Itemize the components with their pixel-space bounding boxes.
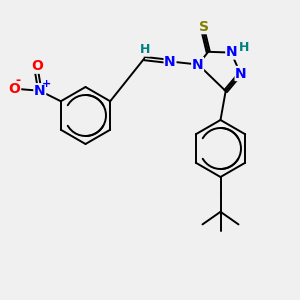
Text: N: N	[34, 84, 46, 98]
Text: +: +	[42, 79, 51, 89]
Text: S: S	[199, 20, 209, 34]
Text: N: N	[226, 45, 238, 59]
Text: N: N	[164, 55, 176, 68]
Text: O: O	[9, 82, 21, 96]
Text: N: N	[235, 67, 247, 80]
Text: N: N	[192, 58, 203, 71]
Text: O: O	[31, 59, 43, 73]
Text: -: -	[16, 74, 21, 87]
Text: H: H	[140, 43, 150, 56]
Text: H: H	[238, 41, 249, 54]
